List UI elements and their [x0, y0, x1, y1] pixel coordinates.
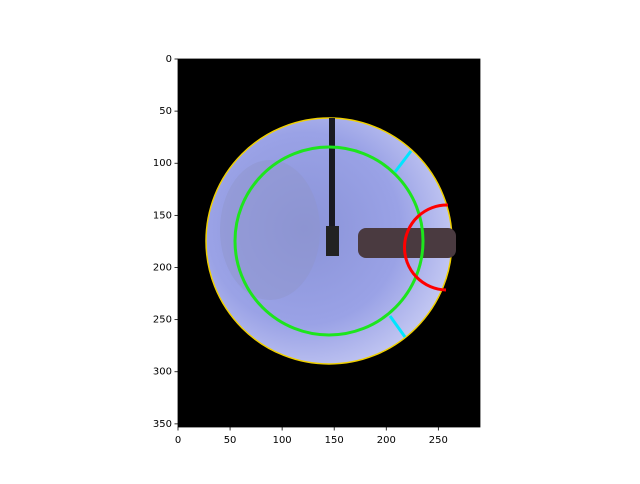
- y-tick-label: 300: [153, 367, 172, 378]
- x-tick-label: 50: [224, 435, 237, 446]
- edge-marker: [393, 150, 413, 173]
- y-tick-label: 200: [153, 262, 172, 273]
- axes-frame: [177, 58, 481, 428]
- x-tick-label: 100: [273, 435, 292, 446]
- x-tick-label: 150: [325, 435, 344, 446]
- y-tick-label: 100: [153, 158, 172, 169]
- shadow-arm: [329, 118, 335, 228]
- y-tick-label: 350: [153, 419, 172, 430]
- y-tick-label: 250: [153, 315, 172, 326]
- cloud: [220, 160, 320, 300]
- edge-marker: [388, 315, 407, 338]
- y-tick-label: 50: [159, 106, 172, 117]
- x-tick-label: 200: [377, 435, 396, 446]
- x-tick-label: 250: [429, 435, 448, 446]
- y-tick-label: 150: [153, 210, 172, 221]
- sun-arc: [403, 203, 449, 292]
- horizon-circle: [233, 145, 425, 337]
- x-tick-label: 0: [175, 435, 181, 446]
- image: [178, 59, 480, 427]
- y-tick-label: 0: [166, 54, 172, 65]
- shadow-band: [358, 228, 456, 258]
- shadow-arm-base: [326, 226, 339, 256]
